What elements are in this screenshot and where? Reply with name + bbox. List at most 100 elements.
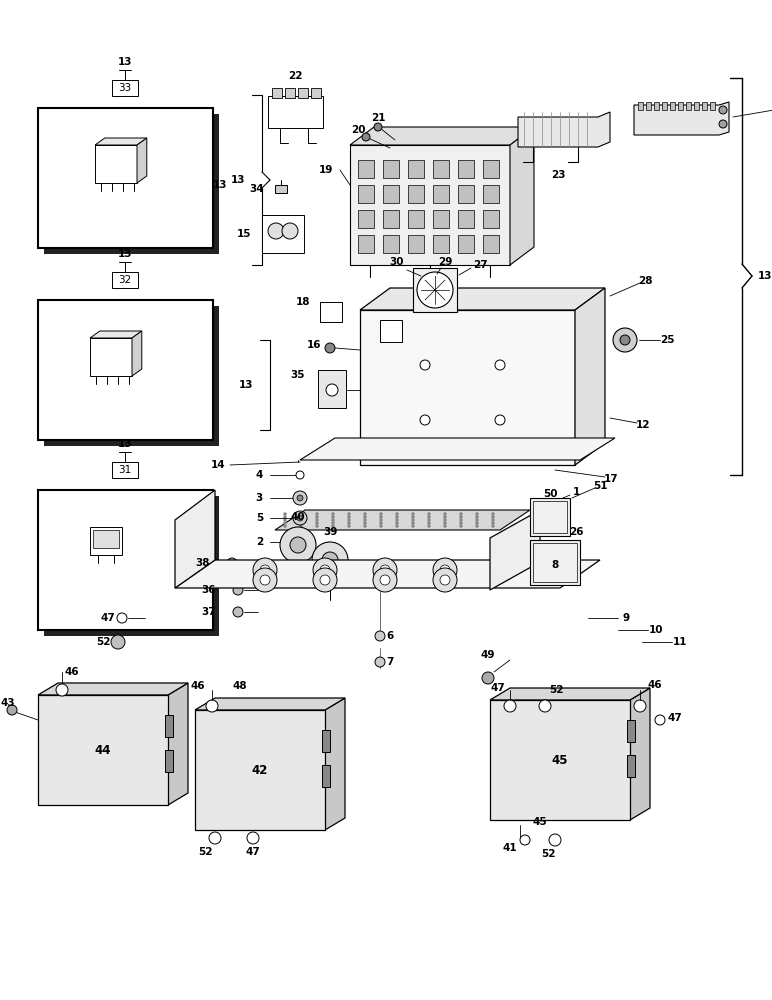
Circle shape: [380, 565, 390, 575]
Text: 6: 6: [386, 631, 394, 641]
Bar: [383, 160, 399, 178]
Circle shape: [283, 524, 286, 528]
Circle shape: [520, 835, 530, 845]
Circle shape: [347, 524, 350, 528]
Polygon shape: [272, 88, 282, 98]
Circle shape: [293, 491, 307, 505]
Text: 41: 41: [503, 843, 517, 853]
Circle shape: [395, 518, 398, 522]
Circle shape: [428, 512, 431, 516]
Polygon shape: [195, 710, 325, 830]
Circle shape: [293, 535, 307, 549]
Circle shape: [549, 834, 561, 846]
Text: 32: 32: [118, 275, 131, 285]
Polygon shape: [634, 102, 729, 135]
Circle shape: [364, 522, 367, 524]
Bar: [670, 102, 675, 110]
Circle shape: [313, 568, 337, 592]
Bar: [678, 102, 683, 110]
Polygon shape: [285, 88, 295, 98]
Text: 13: 13: [239, 380, 253, 390]
Bar: [433, 235, 449, 253]
Text: 5: 5: [256, 513, 263, 523]
Text: 31: 31: [118, 465, 131, 475]
Bar: [112, 272, 138, 288]
Text: 13: 13: [758, 271, 772, 281]
Circle shape: [459, 516, 462, 518]
Circle shape: [300, 524, 303, 528]
Polygon shape: [90, 331, 142, 338]
Circle shape: [539, 700, 551, 712]
Bar: [433, 160, 449, 178]
Text: 40: 40: [291, 512, 305, 522]
Text: 2: 2: [256, 537, 263, 547]
Circle shape: [495, 415, 505, 425]
Circle shape: [56, 684, 68, 696]
Text: 21: 21: [371, 113, 385, 123]
Circle shape: [268, 223, 284, 239]
Circle shape: [374, 123, 382, 131]
Polygon shape: [275, 510, 530, 530]
Text: 8: 8: [551, 560, 559, 570]
Circle shape: [443, 524, 446, 528]
Bar: [483, 185, 499, 203]
Circle shape: [331, 518, 334, 522]
Circle shape: [492, 518, 495, 522]
Text: 12: 12: [636, 420, 650, 430]
Text: 1: 1: [572, 487, 580, 497]
Polygon shape: [90, 338, 132, 376]
Bar: [533, 543, 577, 582]
Bar: [408, 160, 424, 178]
Circle shape: [380, 524, 382, 528]
Circle shape: [495, 360, 505, 370]
Circle shape: [428, 524, 431, 528]
Text: 45: 45: [533, 817, 547, 827]
Text: 36: 36: [201, 585, 216, 595]
Circle shape: [331, 516, 334, 518]
Polygon shape: [630, 688, 650, 820]
Text: 48: 48: [232, 681, 247, 691]
Circle shape: [395, 524, 398, 528]
Polygon shape: [38, 695, 168, 805]
Circle shape: [297, 495, 303, 501]
Bar: [44, 306, 219, 446]
Circle shape: [312, 542, 348, 578]
Circle shape: [380, 512, 382, 516]
Text: 22: 22: [288, 71, 303, 81]
Circle shape: [247, 832, 259, 844]
Circle shape: [440, 565, 450, 575]
Circle shape: [411, 522, 415, 524]
Text: 39: 39: [323, 527, 337, 537]
Circle shape: [459, 522, 462, 524]
Bar: [383, 210, 399, 228]
Circle shape: [476, 518, 479, 522]
Text: 13: 13: [213, 180, 227, 190]
Circle shape: [482, 672, 494, 684]
Circle shape: [428, 516, 431, 518]
Circle shape: [417, 272, 453, 308]
Bar: [694, 102, 699, 110]
Bar: [627, 720, 635, 742]
Bar: [627, 755, 635, 777]
Text: 30: 30: [390, 257, 405, 267]
Circle shape: [331, 522, 334, 524]
Circle shape: [347, 522, 350, 524]
Text: 47: 47: [245, 847, 260, 857]
Bar: [646, 102, 651, 110]
Text: 44: 44: [95, 744, 111, 756]
Circle shape: [375, 631, 385, 641]
Polygon shape: [490, 688, 650, 700]
Circle shape: [655, 715, 665, 725]
Polygon shape: [311, 88, 321, 98]
Text: 23: 23: [550, 170, 565, 180]
Bar: [483, 235, 499, 253]
Polygon shape: [360, 310, 575, 465]
Circle shape: [719, 120, 727, 128]
Text: 4: 4: [256, 470, 263, 480]
Circle shape: [433, 558, 457, 582]
Circle shape: [7, 705, 17, 715]
Bar: [112, 80, 138, 96]
Circle shape: [411, 512, 415, 516]
Polygon shape: [350, 145, 510, 265]
Circle shape: [373, 558, 397, 582]
